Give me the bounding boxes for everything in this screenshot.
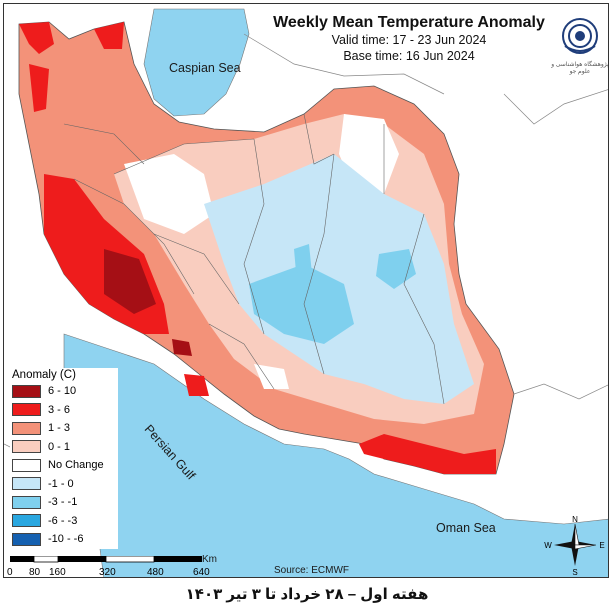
legend-swatch (12, 532, 41, 546)
scale-label: 160 (49, 567, 66, 578)
legend-item: -6 - -3 (10, 512, 118, 531)
legend-item: -3 - -1 (10, 493, 118, 512)
compass-w: W (544, 541, 552, 550)
neighbour-border-east2 (513, 383, 608, 400)
scale-bar (10, 556, 202, 563)
map-frame: Weekly Mean Temperature Anomaly Valid ti… (3, 3, 609, 578)
legend-swatch (12, 495, 41, 509)
zone-3-6-nw2 (94, 22, 124, 49)
province-borders (63, 113, 445, 405)
base-time: Base time: 16 Jun 2024 (343, 49, 475, 63)
logo-text: پژوهشگاه هواشناسی و علوم جو (551, 62, 609, 75)
legend-swatch (12, 403, 41, 417)
scale-unit: Km (202, 554, 217, 565)
legend-label: -3 - -1 (48, 496, 78, 509)
zone-6-10-west (104, 249, 156, 314)
zone-no-change-3 (254, 364, 289, 389)
legend-swatch (12, 514, 41, 528)
legend-item: 0 - 1 (10, 438, 118, 457)
legend-item: -1 - 0 (10, 475, 118, 494)
legend-title: Anomaly (C) (12, 369, 76, 381)
legend-item: 1 - 3 (10, 419, 118, 438)
scale-label: 320 (99, 567, 116, 578)
compass-s: S (572, 568, 577, 576)
legend-label: 0 - 1 (48, 440, 71, 453)
legend-label: 3 - 6 (48, 403, 71, 416)
scale-label: 0 (7, 567, 13, 578)
swirl-logo-icon (562, 18, 598, 54)
legend-label: No Change (48, 459, 104, 472)
valid-time: Valid time: 17 - 23 Jun 2024 (331, 33, 487, 47)
map-title: Weekly Mean Temperature Anomaly (273, 14, 545, 31)
legend-swatch (12, 384, 41, 398)
compass-e: E (599, 541, 604, 550)
zone-minus3-minus1 (249, 264, 354, 344)
legend-label: -10 - -6 (48, 533, 84, 546)
compass-n: N (572, 515, 578, 524)
caspian-sea-label: Caspian Sea (169, 61, 241, 75)
zone-3-6-nw (19, 22, 54, 54)
neighbour-border-north (243, 33, 445, 95)
legend-label: 1 - 3 (48, 422, 71, 435)
zone-3-6-nw3 (29, 64, 49, 112)
zone-3-6-sw2 (172, 339, 192, 356)
compass-rose-icon: N S E W (544, 515, 604, 576)
map-title-block: Weekly Mean Temperature Anomaly Valid ti… (254, 14, 564, 64)
zone-minus1-0 (204, 154, 474, 404)
legend: Anomaly (C) 6 - 10 3 - 6 1 - 3 0 - 1 No Chan… (10, 368, 118, 549)
legend-swatch (12, 477, 41, 491)
persian-caption: هفته اول – ۲۸ خرداد تا ۳ تیر ۱۴۰۳ (185, 586, 429, 603)
legend-label: 6 - 10 (48, 385, 77, 398)
legend-item: 3 - 6 (10, 401, 118, 420)
scale-label: 480 (147, 567, 164, 578)
zone-minus3-minus1-2 (376, 249, 416, 289)
caspian-sea (143, 8, 250, 117)
zone-3-6-south (359, 434, 496, 474)
legend-swatch (12, 440, 41, 454)
legend-label: -6 - -3 (48, 514, 78, 527)
temperature-anomaly-map (4, 8, 608, 577)
zone-no-change (124, 154, 214, 234)
legend-items: 6 - 10 3 - 6 1 - 3 0 - 1 No Change -1 - 0 -3 -… (10, 382, 118, 549)
legend-swatch (12, 421, 41, 435)
zone-minus3-minus1-3 (294, 244, 312, 274)
neighbour-border-east (503, 89, 608, 125)
scale-label: 80 (29, 567, 41, 578)
legend-label: -1 - 0 (48, 477, 74, 490)
legend-item: -10 - -6 (10, 530, 118, 549)
source-label: Source: ECMWF (274, 565, 350, 576)
oman-sea-label: Oman Sea (436, 521, 496, 535)
zone-3-6-sw (184, 374, 209, 396)
legend-swatch (12, 458, 41, 472)
legend-item: No Change (10, 456, 118, 475)
legend-item: 6 - 10 (10, 382, 118, 401)
scale-label: 640 (193, 567, 210, 578)
